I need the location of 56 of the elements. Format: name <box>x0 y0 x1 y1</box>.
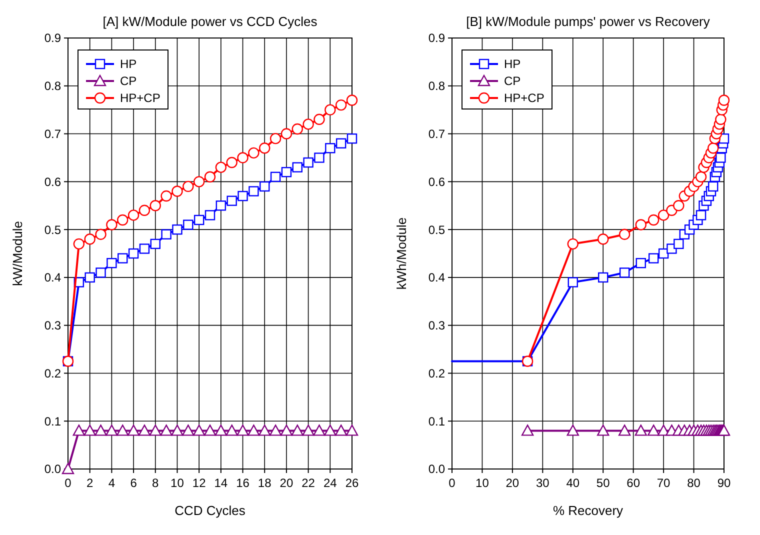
legend-label: HP <box>120 57 137 72</box>
y-tick-label: 0.0 <box>44 462 62 476</box>
legend-label: CP <box>120 74 137 88</box>
y-tick-label: 0.1 <box>428 414 446 428</box>
x-tick-label: 6 <box>130 476 138 490</box>
x-tick-label: 18 <box>258 476 272 490</box>
y-axis-title: kW/Module <box>10 220 25 286</box>
x-tick-label: 30 <box>536 476 550 490</box>
x-tick-label: 12 <box>192 476 206 490</box>
x-tick-label: 26 <box>345 476 359 490</box>
y-tick-label: 0.8 <box>428 79 446 94</box>
y-tick-label: 0.9 <box>44 31 62 46</box>
x-tick-label: 60 <box>626 476 640 490</box>
y-tick-label: 0.0 <box>428 462 446 476</box>
legend-label: HP+CP <box>504 91 544 106</box>
x-tick-label: 80 <box>687 476 701 490</box>
x-axis-title: % Recovery <box>552 503 624 518</box>
y-tick-label: 0.3 <box>44 318 62 333</box>
x-tick-label: 4 <box>108 476 116 490</box>
x-tick-label: 0 <box>448 476 456 490</box>
x-tick-label: 8 <box>152 476 160 490</box>
x-tick-label: 10 <box>170 476 184 490</box>
x-tick-label: 16 <box>236 476 250 490</box>
x-tick-label: 20 <box>280 476 294 490</box>
x-tick-label: 70 <box>656 476 671 490</box>
y-tick-label: 0.7 <box>428 126 446 141</box>
x-axis-title: CCD Cycles <box>174 503 246 518</box>
y-tick-label: 0.4 <box>428 270 446 285</box>
x-tick-label: 2 <box>86 476 94 490</box>
y-tick-label: 0.5 <box>44 222 62 237</box>
legend-label: HP <box>504 57 521 72</box>
y-tick-label: 0.8 <box>44 79 62 94</box>
x-tick-label: 90 <box>717 476 731 490</box>
y-tick-label: 0.9 <box>428 31 446 46</box>
x-tick-label: 50 <box>596 476 610 490</box>
y-tick-label: 0.3 <box>428 318 446 333</box>
x-tick-label: 0 <box>64 476 72 490</box>
y-axis-title: kWh/Module <box>394 217 409 290</box>
y-tick-label: 0.7 <box>44 126 62 141</box>
legend-label: HP+CP <box>120 91 160 106</box>
chart-title: [B] kW/Module pumps' power vs Recovery <box>466 14 710 29</box>
x-tick-label: 22 <box>302 476 316 490</box>
y-tick-label: 0.6 <box>428 174 446 189</box>
y-tick-label: 0.5 <box>428 222 446 237</box>
legend-label: CP <box>504 74 521 88</box>
x-tick-label: 14 <box>214 476 228 490</box>
x-tick-label: 24 <box>323 476 338 490</box>
y-tick-label: 0.2 <box>428 366 446 380</box>
y-tick-label: 0.6 <box>44 174 62 189</box>
x-tick-label: 20 <box>506 476 520 490</box>
x-tick-label: 10 <box>476 476 490 490</box>
y-tick-label: 0.1 <box>44 414 62 428</box>
chart-title: [A] kW/Module power vs CCD Cycles <box>102 14 318 29</box>
y-tick-label: 0.4 <box>44 270 62 285</box>
x-tick-label: 40 <box>566 476 580 490</box>
y-tick-label: 0.2 <box>44 366 62 380</box>
